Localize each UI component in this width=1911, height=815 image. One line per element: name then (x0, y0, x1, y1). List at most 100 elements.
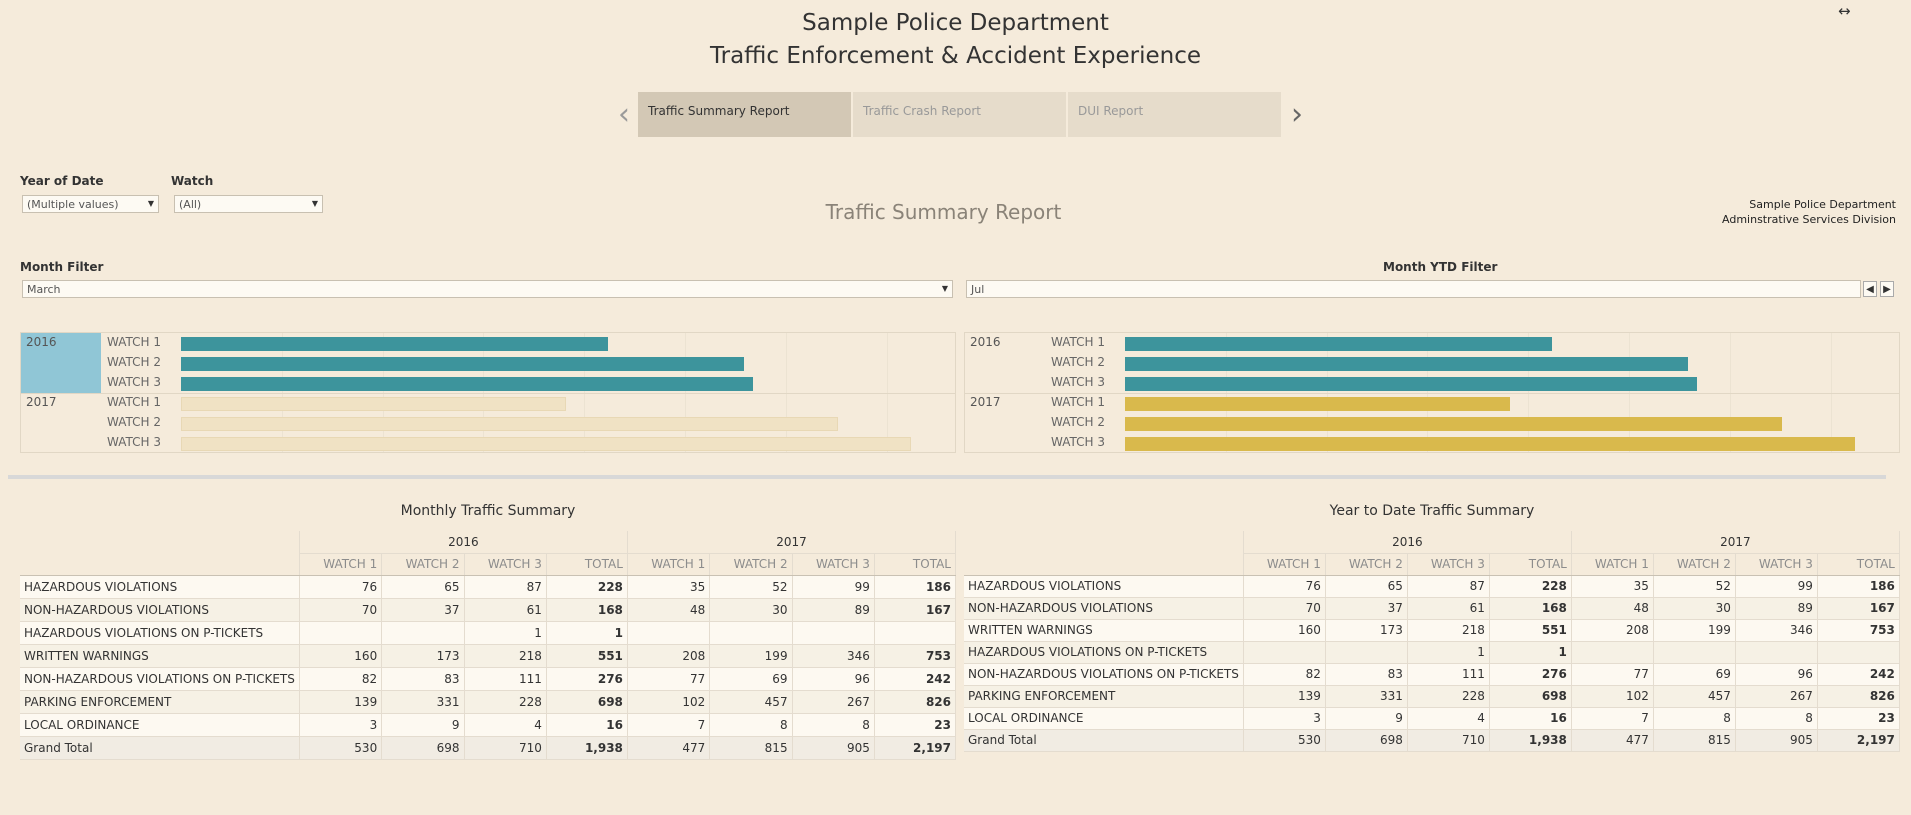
table-cell: 826 (1817, 685, 1900, 708)
table-row: Grand Total 530 698 710 1,938 477 815 905 2,197 (964, 729, 1900, 752)
table-cell: 815 (709, 736, 793, 760)
table-cell: 35 (627, 575, 711, 599)
tab-traffic-crash[interactable]: Traffic Crash Report (853, 92, 1066, 137)
table-cell: 3 (299, 713, 383, 737)
tab-traffic-summary[interactable]: Traffic Summary Report (638, 92, 851, 137)
table-cell: 167 (1817, 597, 1900, 620)
ytd-filter-value: Jul (971, 283, 985, 296)
division-name: Adminstrative Services Division (1722, 213, 1896, 226)
watch-bar[interactable] (181, 397, 566, 411)
watch-bar[interactable] (1125, 337, 1553, 351)
watch-bar[interactable] (1125, 377, 1698, 391)
watch-label: WATCH 3 (107, 375, 161, 389)
table-cell: 82 (1243, 663, 1326, 686)
watch-bar[interactable] (1125, 417, 1783, 431)
table-cell: 551 (546, 644, 628, 668)
row-label: NON-HAZARDOUS VIOLATIONS ON P-TICKETS (964, 663, 1244, 686)
column-header: WATCH 3 (792, 553, 875, 576)
column-header: TOTAL (1817, 553, 1900, 576)
table-cell: 168 (546, 598, 628, 622)
table-cell: 65 (381, 575, 465, 599)
year-filter-select[interactable]: (Multiple values) ▼ (22, 195, 159, 213)
table-cell: 9 (381, 713, 465, 737)
table-cell (1735, 641, 1818, 664)
grid-line (1729, 333, 1731, 452)
year-label[interactable]: 2017 (26, 395, 57, 409)
watch-bar[interactable] (1125, 437, 1855, 451)
row-label: NON-HAZARDOUS VIOLATIONS (20, 598, 300, 622)
tab-navigator: ‹ Traffic Summary Report Traffic Crash R… (610, 92, 1311, 137)
table-cell (792, 621, 875, 645)
corner-cell (964, 531, 1244, 553)
table-cell: 48 (627, 598, 711, 622)
watch-label: WATCH 2 (1051, 355, 1105, 369)
ytd-prev-icon[interactable]: ◀ (1863, 281, 1877, 297)
ytd-filter-slider[interactable]: Jul (966, 280, 1861, 298)
tab-dui-report[interactable]: DUI Report (1068, 92, 1281, 137)
table-cell: 228 (464, 690, 547, 714)
tab-next-arrow-icon[interactable]: › (1291, 97, 1303, 132)
table-cell: 96 (1735, 663, 1818, 686)
table-cell: 76 (1243, 575, 1326, 598)
year-highlight[interactable] (21, 333, 101, 393)
watch-bar[interactable] (181, 377, 754, 391)
table-cell: 52 (1653, 575, 1736, 598)
watch-label: WATCH 3 (1051, 375, 1105, 389)
watch-bar[interactable] (1125, 397, 1510, 411)
table-cell: 69 (1653, 663, 1736, 686)
table-cell: 89 (792, 598, 875, 622)
watch-label: WATCH 3 (1051, 435, 1105, 449)
grid-line (1628, 333, 1630, 452)
year-label[interactable]: 2017 (970, 395, 1001, 409)
watch-bar[interactable] (181, 337, 609, 351)
expand-icon[interactable]: ↔ (1838, 2, 1851, 20)
table-cell: 160 (1243, 619, 1326, 642)
watch-bar[interactable] (181, 437, 911, 451)
table-cell: 7 (1571, 707, 1654, 730)
month-filter-value: March (27, 283, 61, 296)
row-label: HAZARDOUS VIOLATIONS (964, 575, 1244, 598)
watch-bar[interactable] (181, 357, 744, 371)
watch-bar[interactable] (1125, 357, 1688, 371)
table-cell: 87 (1407, 575, 1490, 598)
ytd-filter-label: Month YTD Filter (1383, 260, 1498, 274)
table-cell (874, 621, 957, 645)
table-cell (299, 621, 383, 645)
table-row: PARKING ENFORCEMENT 139 331 228 698 102 457 267… (20, 690, 957, 714)
table-cell (709, 621, 793, 645)
ytd-summary-title: Year to Date Traffic Summary (1329, 503, 1535, 519)
table-cell: 2,197 (1817, 729, 1900, 752)
ytd-next-icon[interactable]: ▶ (1880, 281, 1894, 297)
column-header: WATCH 2 (381, 553, 465, 576)
table-cell: 69 (709, 667, 793, 691)
corner-cell (20, 531, 300, 553)
table-row: HAZARDOUS VIOLATIONS 76 65 87 228 35 52 99 186 (964, 575, 1900, 598)
watch-bar[interactable] (181, 417, 839, 431)
ytd-watch-chart: 2016 WATCH 1 WATCH 2 WATCH 3 2017 WATCH 1 WATC… (964, 332, 1900, 453)
table-cell (1243, 641, 1326, 664)
table-row: PARKING ENFORCEMENT 139 331 228 698 102 457 267… (964, 685, 1900, 708)
ytd-summary-table: 2016 2017 WATCH 1 WATCH 2 WATCH 3 TOTAL WATCH … (964, 531, 1900, 752)
watch-label: WATCH 2 (107, 415, 161, 429)
watch-filter-select[interactable]: (All) ▼ (174, 195, 323, 213)
table-cell: 70 (1243, 597, 1326, 620)
table-cell: 1 (1489, 641, 1572, 664)
table-cell: 826 (874, 690, 957, 714)
table-cell: 30 (1653, 597, 1736, 620)
grid-line (483, 333, 485, 452)
month-filter-select[interactable]: March ▼ (22, 280, 953, 298)
table-cell: 267 (792, 690, 875, 714)
table-cell (1653, 641, 1736, 664)
tab-prev-arrow-icon[interactable]: ‹ (618, 97, 630, 132)
table-cell: 698 (1325, 729, 1408, 752)
table-cell: 23 (1817, 707, 1900, 730)
table-cell: 16 (1489, 707, 1572, 730)
grid-line (1427, 333, 1429, 452)
year-label[interactable]: 2016 (970, 335, 1001, 349)
table-row: NON-HAZARDOUS VIOLATIONS 70 37 61 168 48 30 89 1… (20, 598, 957, 622)
column-header: TOTAL (1489, 553, 1572, 576)
table-cell: 457 (709, 690, 793, 714)
table-cell: 331 (381, 690, 465, 714)
table-cell: 4 (464, 713, 547, 737)
year-label[interactable]: 2016 (26, 335, 57, 349)
